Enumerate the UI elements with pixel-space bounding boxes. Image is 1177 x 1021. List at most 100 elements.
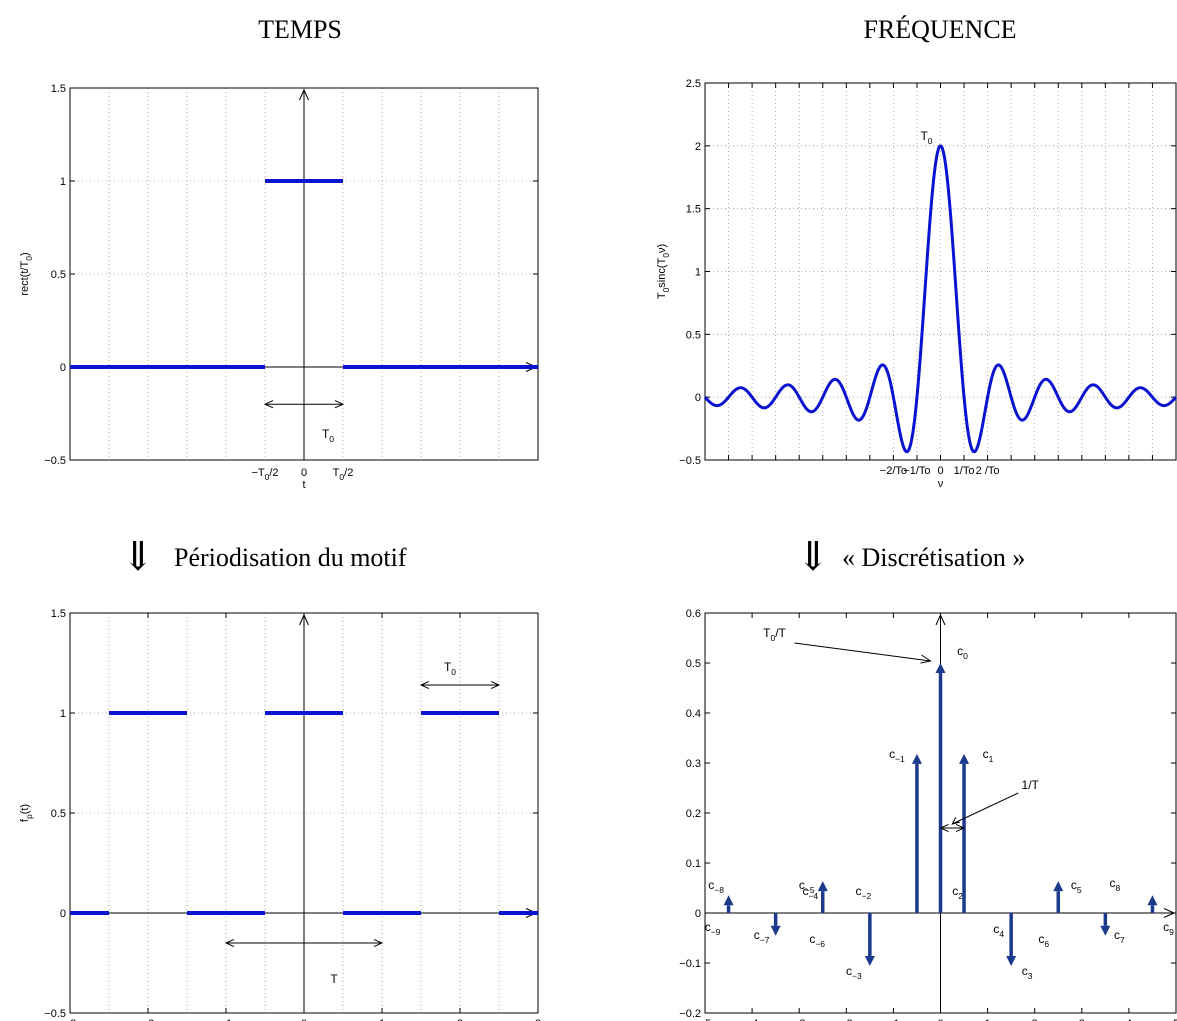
width-arrow-head-right [490, 680, 501, 690]
y-tick-label: 1 [695, 267, 701, 279]
coef-label-sub: 2 [958, 891, 963, 901]
width-annotation: T0 [322, 427, 334, 444]
coef-label-base: c [983, 747, 989, 761]
coef-label-sub: 5 [1077, 885, 1082, 895]
y-tick-label: 1.5 [51, 608, 66, 620]
x-tick-label: −1 [220, 1018, 233, 1021]
y-tick-label: 0.5 [51, 269, 66, 281]
x-tick-label-sub: 0 [265, 472, 270, 482]
coef-label-base: c [802, 884, 808, 898]
coef-label: c8 [1110, 876, 1121, 893]
coef-label: c−9 [705, 920, 721, 937]
y-tick-label: 0 [60, 908, 66, 920]
x-tick-label: −T0/2 [251, 467, 278, 482]
y-tick-label: −0.5 [679, 455, 701, 467]
width-arrow-head-right [334, 400, 345, 409]
coef-label-base: c [1022, 964, 1028, 978]
x-tick-label-text: −T [251, 467, 264, 479]
y-tick-label: −0.5 [44, 455, 66, 467]
coef-label-base: c [1114, 928, 1120, 942]
coef-label-base: c [1110, 876, 1116, 890]
y-tick-label: 0.4 [686, 708, 701, 720]
coef-label: c2 [952, 884, 963, 901]
coef-label-base: c [952, 884, 958, 898]
period-annotation: T [330, 972, 338, 986]
coef-label: c−4 [802, 884, 818, 901]
y-axis-label-close: (t) [19, 804, 31, 814]
y-tick-label: 0 [60, 362, 66, 374]
y-tick-label: −0.5 [44, 1008, 66, 1020]
y-axis-label-sub2: 0 [661, 253, 671, 258]
period-arrow-head-right [373, 938, 384, 948]
x-axis-label: t [302, 479, 305, 491]
x-tick-label: −5 [699, 1018, 712, 1021]
coef-stem-arrowhead [1006, 956, 1017, 967]
x-tick-label: 0 [301, 1018, 307, 1021]
coef-label: c7 [1114, 928, 1125, 945]
width-annotation-sub: 0 [329, 434, 334, 444]
coef-label: c6 [1038, 932, 1049, 949]
coef-label-base: c [705, 920, 711, 934]
coef-label-sub: 7 [1120, 935, 1125, 945]
spacing-arrow-head-left [939, 823, 949, 833]
callout-t0-tail: /T [775, 626, 786, 640]
coef-stem-arrowhead [959, 753, 970, 764]
x-tick-label-text: 0 [301, 467, 307, 479]
y-tick-label: 0.5 [686, 658, 701, 670]
y-tick-label: 2.5 [686, 78, 701, 90]
callout-spacing-arrowhead [951, 816, 960, 825]
coef-label: c5 [1071, 878, 1082, 895]
coef-stem-arrowhead [770, 925, 781, 936]
y-tick-label: 0 [695, 392, 701, 404]
coef-label-base: c [809, 932, 815, 946]
x-tick-label: 2 [1032, 1018, 1038, 1021]
coef-label: c9 [1163, 920, 1174, 937]
x-tick-label: 3 [535, 1018, 541, 1021]
coef-label-sub: 3 [1028, 971, 1033, 981]
width-annotation-text: T [444, 660, 452, 674]
x-tick-label-tail: /2 [344, 467, 353, 479]
y-axis-arrowhead [935, 613, 946, 626]
y-axis-label: fp(t) [19, 804, 34, 822]
coef-label-base: c [957, 644, 963, 658]
coef-label: c4 [993, 922, 1004, 939]
callout-t0-text: T [763, 626, 771, 640]
coef-label-base: c [846, 964, 852, 978]
x-axis-label: ν [938, 478, 944, 490]
x-tick-label: 5 [1173, 1018, 1177, 1021]
coef-label: c−3 [846, 964, 862, 981]
y-tick-label: 1 [60, 708, 66, 720]
coef-label-sub: 9 [1169, 927, 1174, 937]
coef-stem-arrowhead [1100, 925, 1111, 936]
peak-label: T0 [920, 129, 932, 146]
coef-label: c−1 [889, 747, 905, 764]
coef-label-sub: −4 [808, 891, 818, 901]
x-tick-label: 1 [379, 1018, 385, 1021]
y-axis-label-sub: 0 [24, 256, 34, 261]
coef-label-sub: 1 [989, 754, 994, 764]
x-tick-label: −3 [64, 1018, 77, 1021]
coef-label: c−6 [809, 932, 825, 949]
callout-t0-label: T0/T [763, 626, 786, 643]
coef-label-base: c [1163, 920, 1169, 934]
x-tick-label: −4 [746, 1018, 759, 1021]
y-tick-label: 0.6 [686, 608, 701, 620]
y-tick-label: 1.5 [51, 83, 66, 95]
spacing-arrow-head-right [955, 823, 966, 833]
coef-label-sub: −6 [815, 939, 825, 949]
x-tick-label-tail: /2 [269, 467, 278, 479]
y-tick-label: 0.1 [686, 858, 701, 870]
x-tick-label: 2 [457, 1018, 463, 1021]
coef-stem-arrowhead [1147, 895, 1158, 906]
y-tick-label: −0.2 [679, 1008, 701, 1020]
y-axis-label-text: T [656, 292, 668, 299]
peak-label-sub: 0 [928, 136, 933, 146]
coef-stem-arrowhead [817, 881, 828, 892]
coef-label: c−5 [799, 878, 815, 895]
y-axis-label: rect(t/T0) [19, 252, 34, 295]
coef-stem-arrowhead [1053, 881, 1064, 892]
coef-label-base: c [799, 878, 805, 892]
y-axis-arrowhead [299, 88, 309, 101]
coef-label-sub: −5 [805, 885, 815, 895]
